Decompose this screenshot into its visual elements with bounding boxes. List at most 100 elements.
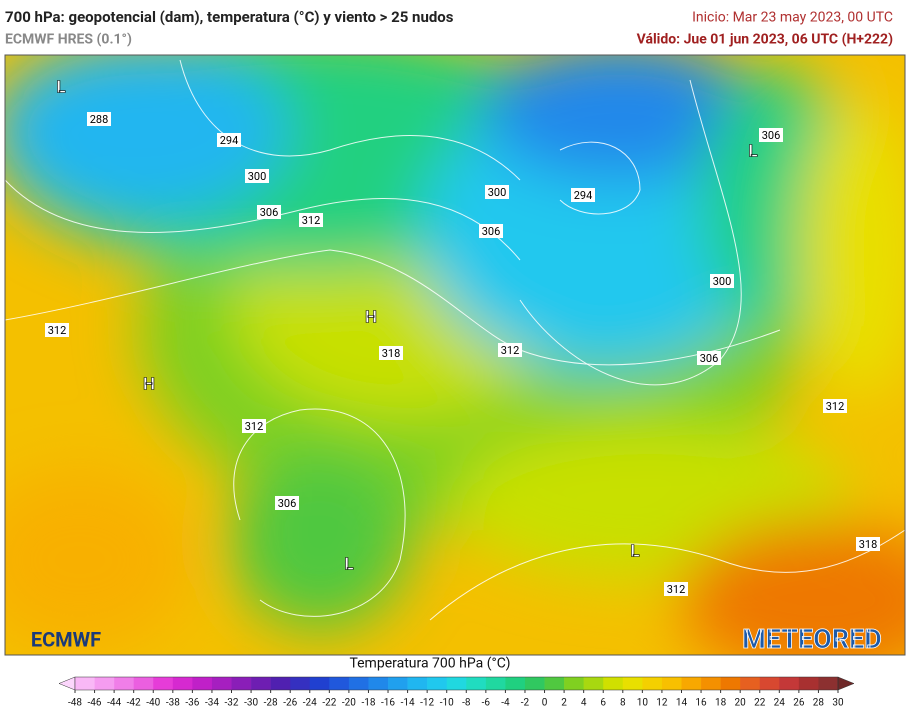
pressure-center: L [344,554,353,574]
colorbar-tick-label: -24 [303,698,317,709]
colorbar-swatch [779,677,800,690]
pressure-center: H [365,307,377,327]
colorbar-tick-label: -4 [501,698,510,709]
colorbar-tick-label: 30 [832,698,844,709]
colorbar-swatch [133,677,154,690]
colorbar-tick-label: -2 [521,698,530,709]
colorbar-tick-label: -46 [88,698,102,709]
colorbar-tick-label: 24 [774,698,786,709]
colorbar-swatch [818,677,839,690]
colorbar-swatch [309,677,330,690]
colorbar-tick-label: -6 [482,698,491,709]
colorbar-tick-label: 8 [620,698,626,709]
contour-label: 312 [667,583,686,596]
colorbar-swatch [348,677,369,690]
contour-label: 306 [482,225,501,238]
contour-label: 288 [90,113,109,126]
colorbar-tick-label: -32 [225,698,239,709]
colorbar-swatch [290,677,311,690]
subtitle: ECMWF HRES (0.1°) [5,32,132,48]
colorbar-swatch [544,677,565,690]
contour-label: 300 [488,186,507,199]
colorbar-swatch [94,677,115,690]
map-frame [4,54,906,656]
colorbar-tick-label: -14 [401,698,415,709]
colorbar-tick-label: 2 [561,698,567,709]
colorbar-swatch [368,677,389,690]
pressure-center: L [748,141,757,161]
colorbar-end [58,676,76,691]
meteored-logo: METEORED [742,623,882,655]
colorbar-swatch [622,677,643,690]
colorbar-swatch [251,677,271,690]
colorbar-tick-label: 14 [676,698,688,709]
colorbar-tick-label: 4 [581,698,587,709]
colorbar-swatch [446,677,467,690]
colorbar-tick-label: -22 [322,698,336,709]
colorbar-swatch [211,677,232,690]
contour-label-box [571,188,595,202]
colorbar-tick-label: -10 [440,698,454,709]
colorbar-swatch [759,677,780,690]
map: ECMWF METEORED 288 294 300 306 312 300 306 294 3… [5,55,905,655]
ecmwf-logo: ECMWF [31,627,101,651]
colorbar-swatch [466,677,487,690]
contour-label: 306 [762,129,781,142]
colorbar-tick-label: 20 [735,698,747,709]
contour-label: 306 [700,352,719,365]
colorbar-tick-label: -20 [342,698,356,709]
colorbar-swatch [485,677,506,690]
colorbar-swatch [740,677,761,690]
colorbar-tick-label: -44 [107,698,121,709]
colorbar-tick-label: -16 [381,698,395,709]
colorbar-tick-label: -34 [205,698,219,709]
colorbar-tick-label: 22 [754,698,766,709]
colorbar-tick-label: 0 [542,698,548,709]
colorbar-swatch [231,677,252,690]
contour-label-box [87,112,111,126]
contour-label: 312 [302,214,321,227]
contour-label-box [759,128,783,142]
colorbar-tick-label: -30 [244,698,258,709]
contour-label: 312 [826,400,845,413]
contour-label-box [697,351,721,365]
valid-time: Válido: Jue 01 jun 2023, 06 UTC (H+222) [637,32,893,48]
contour-label-box [217,133,241,147]
colorbar-frame [74,676,839,691]
colorbar: -48 -46 -44 -42 -40 -38 -36 -34 -32 -30 -28 -26 -24-… [58,676,855,709]
colorbar-tick-label: -40 [146,698,160,709]
contour-label-box [856,537,880,551]
colorbar-tick-label: -8 [462,698,471,709]
colorbar-swatch [701,677,721,690]
colorbar-swatch [388,677,408,690]
colorbar-tick-label: -42 [127,698,141,709]
colorbar-swatch [427,677,448,690]
contour-label: 300 [248,170,267,183]
contour-label: 300 [713,275,732,288]
colorbar-swatch [564,677,584,690]
contour-label: 312 [48,324,67,337]
colorbar-tick-label: -38 [166,698,180,709]
title: 700 hPa: geopotencial (dam), temperatura… [5,8,454,26]
colorbar-tick-label: 18 [715,698,727,709]
colorbar-tick-label: -28 [264,698,278,709]
contour-label-box [299,213,323,227]
colorbar-swatch [720,677,741,690]
init-time: Inicio: Mar 23 may 2023, 00 UTC [692,10,893,26]
contour-label-box [479,224,503,238]
contour-label: 306 [278,497,297,510]
colorbar-swatch [329,677,350,690]
colorbar-swatch [661,677,682,690]
colorbar-tick-label: -18 [361,698,375,709]
colorbar-swatch [524,677,545,690]
colorbar-tick-label: 26 [793,698,805,709]
contour-label: 318 [382,347,401,360]
contour-label: 318 [859,538,878,551]
colorbar-swatch [153,677,174,690]
colorbar-swatch [603,677,624,690]
colorbar-swatch [192,677,213,690]
contour-label: 312 [245,420,264,433]
colorbar-tick-label: -26 [283,698,297,709]
colorbar-tick-label: 16 [695,698,707,709]
